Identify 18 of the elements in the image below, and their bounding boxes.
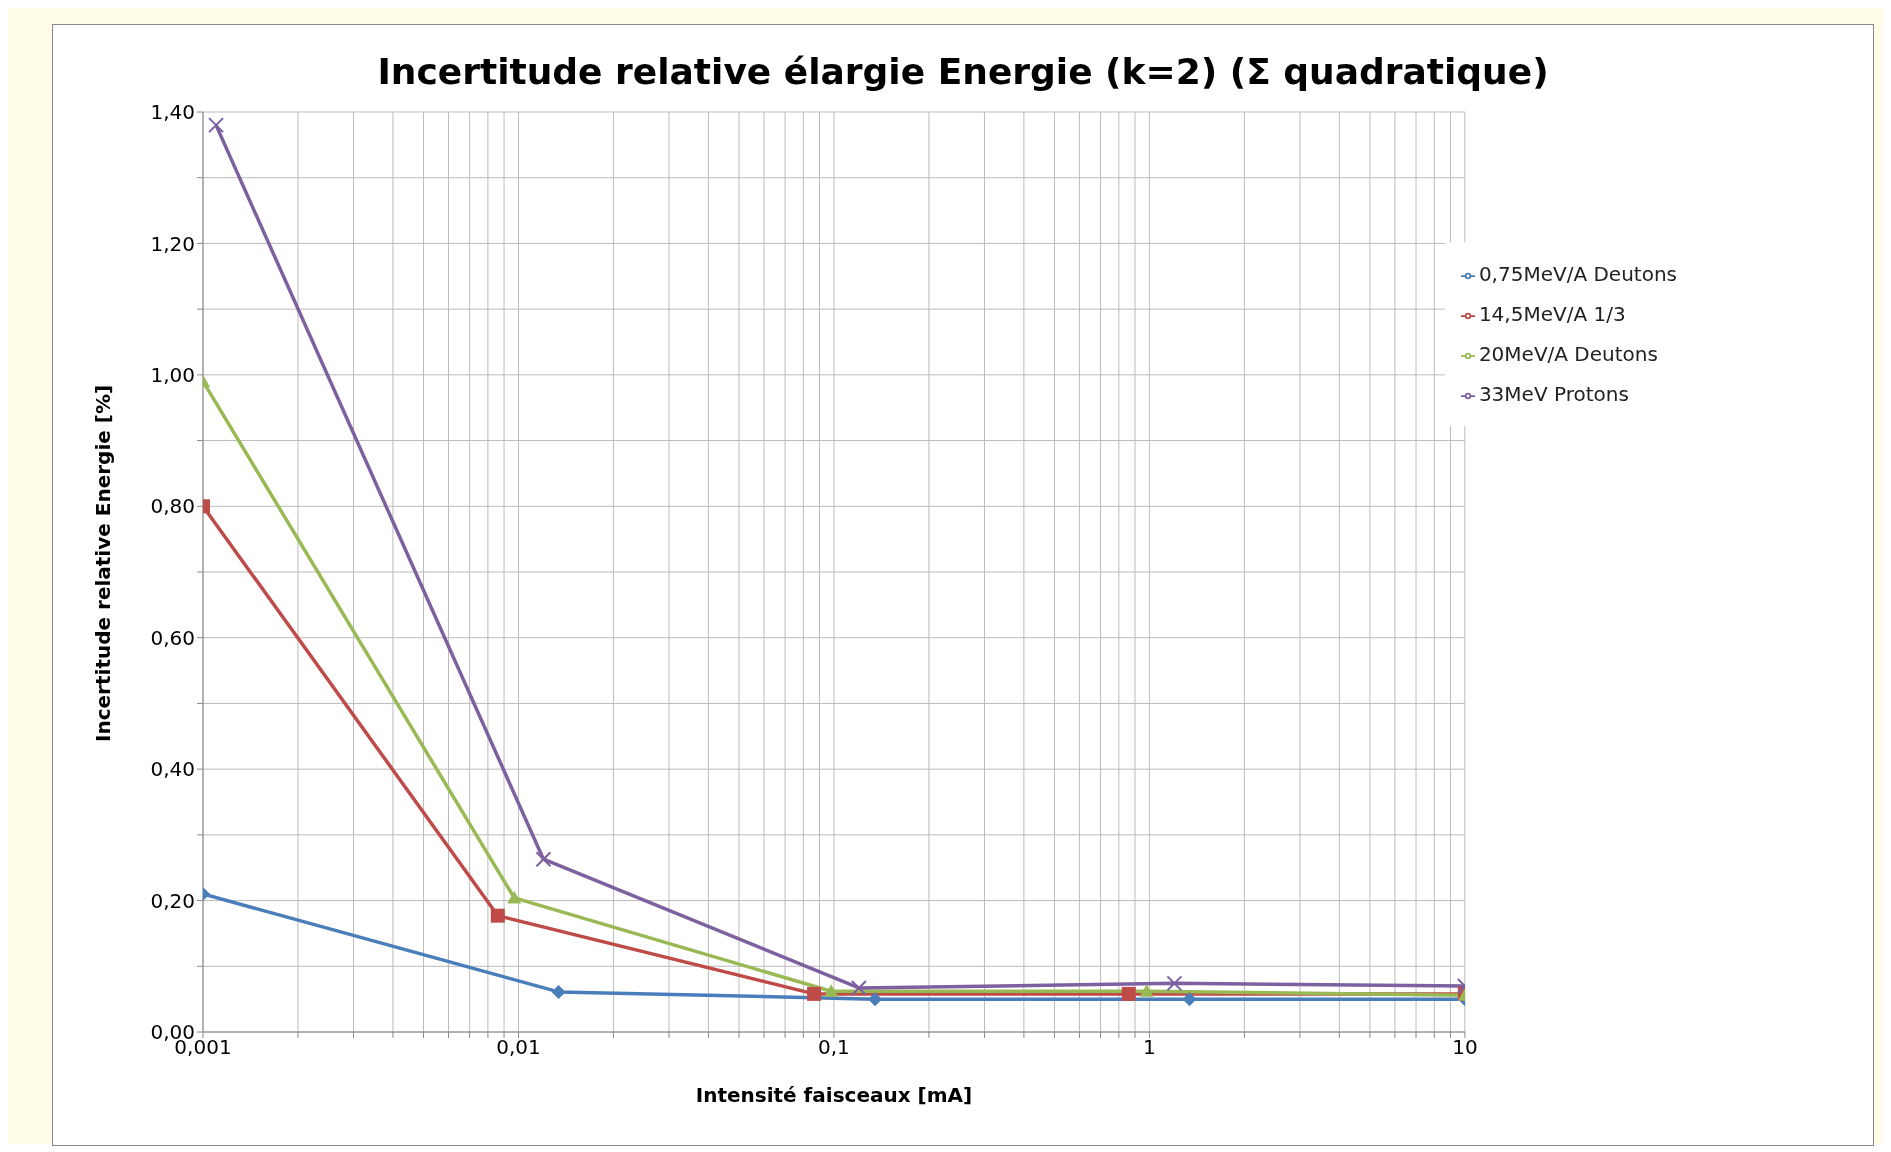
x-tick-label: 10 bbox=[1452, 1035, 1478, 1060]
chart-title: Incertitude relative élargie Energie (k=2) (Σ quadratique) bbox=[376, 51, 1550, 92]
x-tick-label: 0,01 bbox=[496, 1035, 541, 1060]
legend-label: 0,75MeV/A Deutons bbox=[1478, 262, 1677, 286]
x-tick-label: 0,1 bbox=[818, 1035, 850, 1060]
y-tick-label: 1,40 bbox=[150, 100, 195, 125]
legend-label: 14,5MeV/A 1/3 bbox=[1478, 302, 1626, 326]
legend-label: 33MeV Protons bbox=[1478, 382, 1629, 406]
legend-label: 20MeV/A Deutons bbox=[1478, 342, 1658, 366]
y-tick-label: 0,20 bbox=[150, 888, 195, 913]
y-tick-label: 1,20 bbox=[150, 231, 195, 256]
y-axis-title: Incertitude relative Energie [%] bbox=[91, 384, 116, 742]
y-tick-label: 1,00 bbox=[150, 362, 195, 387]
x-axis-title: Intensité faisceaux [mA] bbox=[695, 1083, 973, 1107]
y-tick-label: 0,80 bbox=[150, 494, 195, 519]
y-tick-label: 0,60 bbox=[150, 625, 195, 650]
x-tick-label: 1 bbox=[1143, 1035, 1156, 1060]
y-tick-label: 0,40 bbox=[150, 757, 195, 782]
